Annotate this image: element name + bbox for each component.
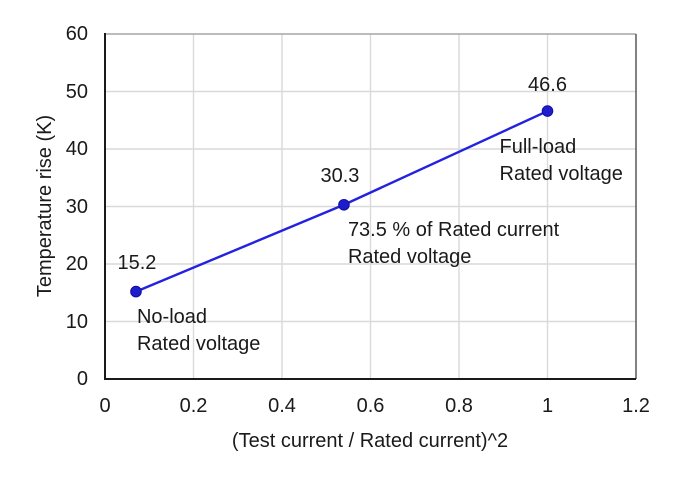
y-tick-label: 0 xyxy=(76,368,88,390)
x-tick-label: 1 xyxy=(541,395,554,417)
data-point-marker xyxy=(338,198,350,211)
data-point-marker xyxy=(130,285,142,298)
x-axis-title: (Test current / Rated current)^2 xyxy=(231,430,509,452)
point-annotation: No-load Rated voltage xyxy=(137,304,260,358)
point-value-label: 30.3 xyxy=(320,164,360,187)
x-tick-label: 0 xyxy=(99,395,111,417)
x-tick-label: 1.2 xyxy=(622,395,650,417)
point-annotation: 73.5 % of Rated current Rated voltage xyxy=(348,217,559,271)
x-tick-label: 0.4 xyxy=(268,395,296,417)
point-annotation-line: Rated voltage xyxy=(136,332,261,355)
y-tick-label: 30 xyxy=(65,195,88,218)
y-tick-label: 40 xyxy=(65,138,88,160)
x-tick-label: 0.2 xyxy=(179,395,208,417)
y-tick-label: 60 xyxy=(65,23,88,45)
x-tick-label: 0.8 xyxy=(445,395,473,417)
point-annotation-line: Rated voltage xyxy=(347,245,472,268)
y-tick-label: 20 xyxy=(65,253,88,275)
point-annotation-line: 73.5 % of Rated current xyxy=(347,218,560,241)
point-annotation-line: Rated voltage xyxy=(499,163,623,186)
point-value-label: 15.2 xyxy=(117,251,157,274)
point-annotation-line: Full-load xyxy=(499,136,577,159)
point-annotation-line: No-load xyxy=(136,305,208,328)
x-tick-label: 0.6 xyxy=(356,395,385,417)
y-tick-label: 10 xyxy=(65,310,88,333)
y-axis-title: Temperature rise (K) xyxy=(34,114,56,298)
point-value-label: 46.6 xyxy=(528,74,567,97)
y-tick-label: 50 xyxy=(65,80,88,103)
data-point-marker xyxy=(541,105,554,117)
point-annotation: Full-load Rated voltage xyxy=(500,134,623,188)
